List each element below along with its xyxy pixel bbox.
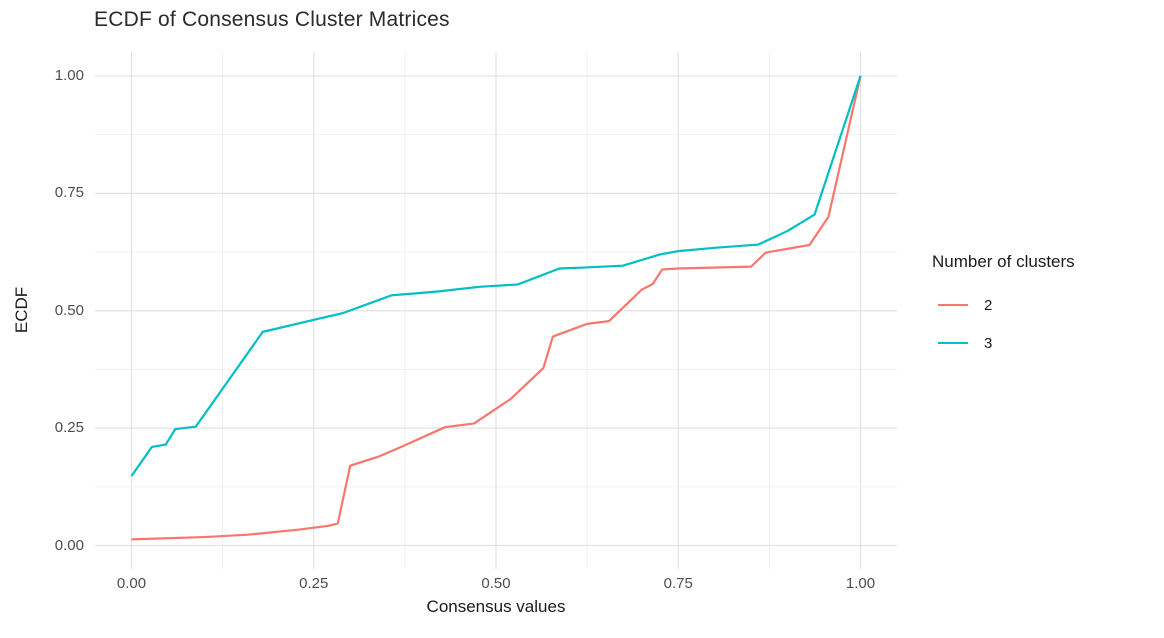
y-tick-label: 1.00 <box>54 67 84 84</box>
y-tick-label: 0.25 <box>54 419 84 437</box>
legend-item-label: 2 <box>984 296 993 314</box>
y-tick-label: 0.75 <box>54 184 84 202</box>
legend-line-swatch <box>938 342 968 344</box>
x-tick-label: 0.50 <box>481 575 511 592</box>
y-axis-label: ECDF <box>12 286 31 334</box>
x-tick-label: 0.25 <box>299 575 329 592</box>
legend-item-cluster-2: 2 <box>932 294 1075 316</box>
chart-title: ECDF of Consensus Cluster Matrices <box>94 8 450 31</box>
ecdf-line-cluster-3 <box>130 75 862 477</box>
y-tick-label: 0.00 <box>54 536 84 554</box>
legend-item-label: 3 <box>984 334 993 352</box>
legend-item-cluster-3: 3 <box>932 332 1075 354</box>
x-tick-label: 1.00 <box>845 575 876 592</box>
x-axis-label: Consensus values <box>426 597 566 616</box>
legend-title: Number of clusters <box>932 252 1075 271</box>
ecdf-line-cluster-2 <box>131 75 862 541</box>
x-tick-label: 0.00 <box>116 575 147 592</box>
y-tick-label: 0.50 <box>54 301 84 319</box>
x-tick-label: 0.75 <box>663 575 693 592</box>
legend-line-swatch <box>938 304 968 306</box>
